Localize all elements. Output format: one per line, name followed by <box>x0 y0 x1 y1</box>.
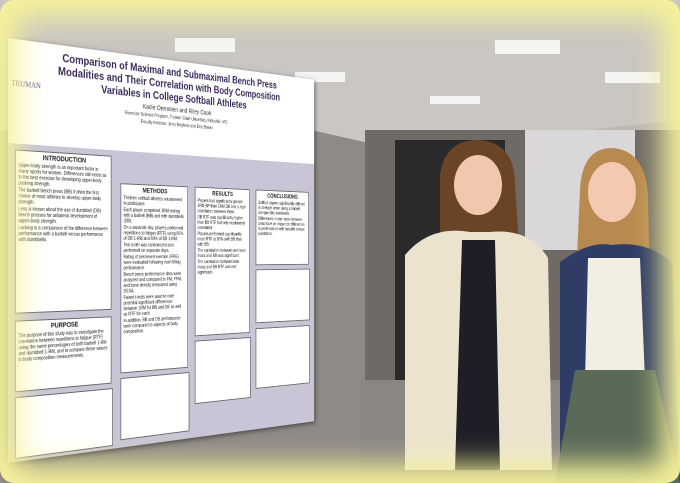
photo: Comparison of Maximal and Submaximal Ben… <box>0 0 680 483</box>
people <box>405 140 680 483</box>
